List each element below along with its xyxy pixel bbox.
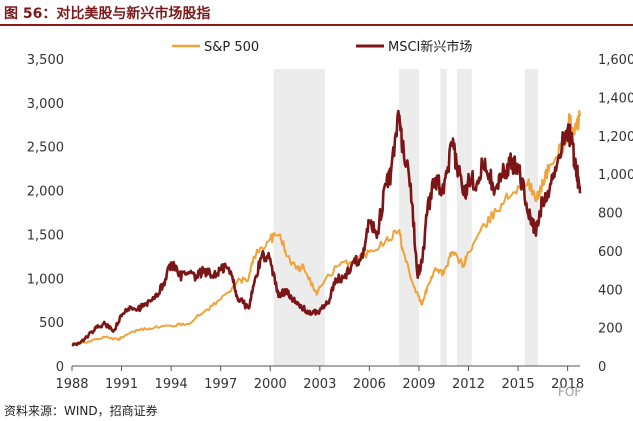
x-tick-label: 1988 [55, 377, 88, 392]
title-rule [0, 24, 633, 26]
x-tick-label: 2000 [254, 377, 287, 392]
y-left-tick-label: 0 [56, 360, 64, 375]
y-left-tick-label: 3,500 [27, 53, 64, 68]
x-tick-label: 2012 [452, 377, 485, 392]
y-left-tick-label: 2,500 [27, 141, 64, 156]
shaded-period [440, 69, 448, 366]
y-right-tick-label: 1,400 [598, 91, 633, 106]
x-tick-label: 1991 [105, 377, 138, 392]
legend: S&P 500 MSCI新兴市场 [172, 39, 472, 55]
x-tick-label: 2015 [502, 377, 535, 392]
legend-sp500-label: S&P 500 [204, 40, 259, 55]
msci-line [71, 109, 582, 347]
x-tick-label: 2006 [353, 377, 386, 392]
source-note: 资料来源：WIND，招商证券 [4, 404, 158, 418]
shaded-period [273, 69, 325, 366]
y-left-tick-label: 1,500 [27, 228, 64, 243]
sp500-line [71, 109, 581, 346]
x-tick-label: 2003 [303, 377, 336, 392]
legend-msci-label: MSCI新兴市场 [388, 39, 472, 55]
x-tick-label: 1994 [155, 377, 188, 392]
y-right-tick-label: 400 [598, 283, 623, 298]
x-tick-label: 2018 [551, 377, 584, 392]
y-right-tick-label: 200 [598, 322, 623, 337]
y-left-tick-label: 3,000 [27, 97, 64, 112]
x-tick-label: 2009 [402, 377, 435, 392]
y-right-tick-label: 800 [598, 207, 623, 222]
shaded-period [399, 69, 419, 366]
x-tick-label: 1997 [204, 377, 237, 392]
chart-title: 图 56：对比美股与新兴市场股指 [4, 6, 211, 22]
y-right-tick-label: 600 [598, 245, 623, 260]
y-right-tick-label: 0 [598, 360, 606, 375]
y-left-tick-label: 2,000 [27, 185, 64, 200]
y-right-tick-label: 1,600 [598, 53, 633, 68]
y-left-tick-label: 1,000 [27, 272, 64, 287]
y-right-tick-label: 1,200 [598, 130, 633, 145]
watermark-text: FOF [558, 385, 582, 399]
y-left-tick-label: 500 [39, 316, 64, 331]
shaded-period [456, 69, 472, 366]
y-right-tick-label: 1,000 [598, 168, 633, 183]
